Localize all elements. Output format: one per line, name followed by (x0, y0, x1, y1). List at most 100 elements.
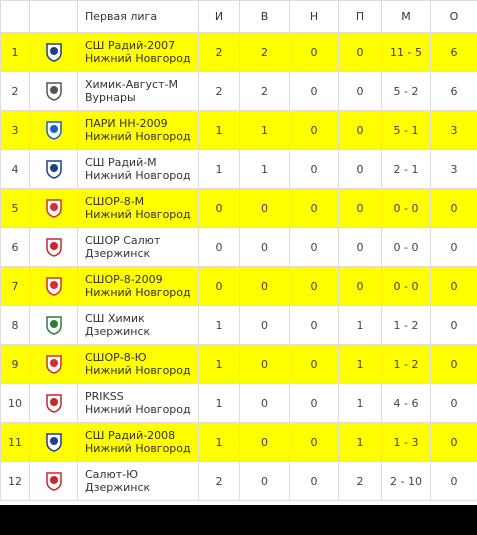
team-name-cell: PRIKSS Нижний Новгород (77, 383, 199, 423)
team-logo (45, 394, 62, 413)
stat: 2 - 10 (381, 461, 431, 501)
team-name-cell: СШ Радий-2008 Нижний Новгород (77, 422, 199, 462)
header-cell: Н (289, 0, 339, 33)
stat: 0 (289, 149, 339, 189)
stat: 0 (430, 266, 477, 306)
team-city: Дзержинск (85, 481, 151, 494)
team-logo (45, 199, 62, 218)
stat: 0 - 0 (381, 227, 431, 267)
stat: 0 (289, 32, 339, 72)
rank: 3 (0, 110, 30, 150)
team-logo (45, 82, 62, 101)
stat: 0 (338, 110, 382, 150)
rank: 12 (0, 461, 30, 501)
stat: 1 (198, 305, 240, 345)
logo-cell (29, 383, 78, 423)
stat: 0 - 0 (381, 188, 431, 228)
stat: 1 - 2 (381, 305, 431, 345)
team-logo (45, 121, 62, 140)
rank: 2 (0, 71, 30, 111)
logo-cell (29, 461, 78, 501)
team-city: Нижний Новгород (85, 169, 191, 182)
rank: 6 (0, 227, 30, 267)
team-name: Химик-Август-М (85, 78, 178, 91)
stat: 1 (198, 344, 240, 384)
stat: 2 (338, 461, 382, 501)
stat: 0 (289, 266, 339, 306)
team-name-cell: СШОР Салют Дзержинск (77, 227, 199, 267)
stat: 0 (289, 110, 339, 150)
stat: 0 (430, 188, 477, 228)
logo-cell (29, 227, 78, 267)
team-name: СШ Химик (85, 312, 145, 325)
team-name-cell: Химик-Август-М Вурнары (77, 71, 199, 111)
header-cell (29, 0, 78, 33)
stat: 1 (198, 383, 240, 423)
header-row: Первая лига И В Н П М О (0, 0, 477, 33)
stat: 0 (338, 71, 382, 111)
header-cell (0, 0, 30, 33)
header-cell: П (338, 0, 382, 33)
stat: 1 (338, 344, 382, 384)
rank: 11 (0, 422, 30, 462)
standings: Первая лига И В Н П М О 1 СШ Радий-2007 Нижний Н… (0, 0, 477, 505)
stat: 0 (239, 227, 290, 267)
stat: 1 (239, 149, 290, 189)
team-logo (45, 316, 62, 335)
team-name-cell: СШ Радий-2007 Нижний Новгород (77, 32, 199, 72)
logo-cell (29, 32, 78, 72)
team-name-cell: СШОР-8-М Нижний Новгород (77, 188, 199, 228)
team-name: ПАРИ НН-2009 (85, 117, 168, 130)
team-row: 12 Салют-Ю Дзержинск 2 0 0 2 2 - 10 0 (0, 461, 477, 501)
stat: 0 (289, 383, 339, 423)
stat: 2 (239, 71, 290, 111)
stat: 0 (289, 71, 339, 111)
team-logo (45, 160, 62, 179)
team-city: Нижний Новгород (85, 364, 191, 377)
logo-cell (29, 344, 78, 384)
stat: 0 (338, 188, 382, 228)
stat: 1 (198, 422, 240, 462)
team-city: Нижний Новгород (85, 130, 191, 143)
team-logo (45, 355, 62, 374)
team-name: PRIKSS (85, 390, 124, 403)
team-city: Дзержинск (85, 247, 151, 260)
stat: 0 (289, 461, 339, 501)
team-logo (45, 43, 62, 62)
stat: 1 - 2 (381, 344, 431, 384)
stat: 0 (430, 305, 477, 345)
team-logo (45, 277, 62, 296)
stat: 0 (338, 32, 382, 72)
team-city: Дзержинск (85, 325, 151, 338)
team-city: Нижний Новгород (85, 286, 191, 299)
stat: 0 (338, 149, 382, 189)
header-cell: В (239, 0, 290, 33)
stat: 0 (198, 266, 240, 306)
stat: 0 (289, 422, 339, 462)
rank: 1 (0, 32, 30, 72)
stat: 2 (198, 461, 240, 501)
stat: 1 (338, 383, 382, 423)
team-logo (45, 433, 62, 452)
team-name: СШ Радий-2007 (85, 39, 176, 52)
team-city: Нижний Новгород (85, 403, 191, 416)
stat: 0 (430, 344, 477, 384)
stat: 0 (239, 188, 290, 228)
stat: 5 - 2 (381, 71, 431, 111)
header-cell: И (198, 0, 240, 33)
logo-cell (29, 110, 78, 150)
team-logo (45, 472, 62, 491)
team-name-cell: СШОР-8-Ю Нижний Новгород (77, 344, 199, 384)
logo-cell (29, 305, 78, 345)
rank: 8 (0, 305, 30, 345)
team-name-cell: Салют-Ю Дзержинск (77, 461, 199, 501)
stat: 2 - 1 (381, 149, 431, 189)
